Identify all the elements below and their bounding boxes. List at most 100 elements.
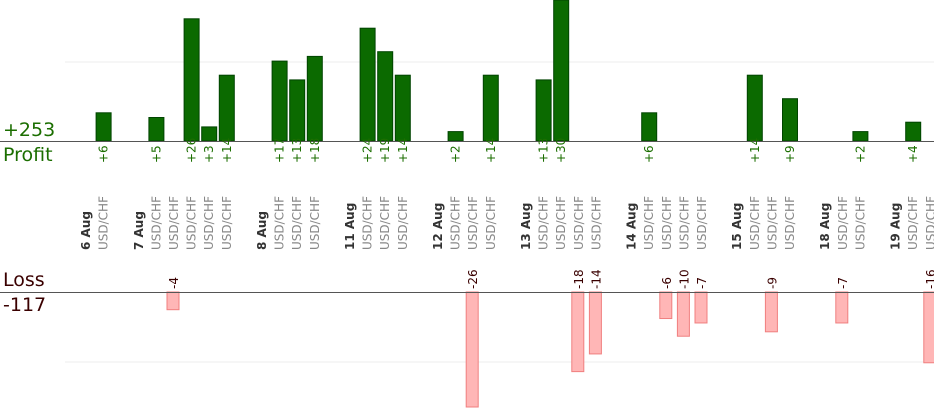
- pair-label: USD/CHF: [924, 196, 934, 250]
- value-labels: +6 +5-4+26 +3 +14 +17 +13 +18 +24 +19 +14 +2-26+14…: [97, 138, 934, 289]
- profit-bar: [148, 117, 165, 142]
- pair-label: USD/CHF: [185, 196, 199, 250]
- profit-value-label: +4: [906, 145, 920, 163]
- pair-label: USD/CHF: [537, 196, 551, 250]
- loss-bar: [588, 291, 602, 355]
- pair-label: USD/CHF: [273, 196, 287, 250]
- loss-value-label: -26: [466, 269, 480, 289]
- profit-bar: [553, 0, 570, 142]
- pair-label: USD/CHF: [308, 196, 322, 250]
- profit-value-label: +24: [361, 138, 375, 163]
- loss-bar: [659, 291, 673, 320]
- pair-label: USD/CHF: [378, 196, 392, 250]
- profit-total: +253: [3, 119, 56, 141]
- pair-label: USD/CHF: [290, 196, 304, 250]
- profit-label: Profit: [3, 144, 53, 166]
- profit-bar: [218, 74, 235, 142]
- loss-value-label: -7: [695, 277, 709, 289]
- date-label: 15 Aug: [730, 203, 744, 250]
- profit-value-label: +17: [273, 138, 287, 163]
- pair-label: USD/CHF: [572, 196, 586, 250]
- profit-bar: [201, 126, 218, 142]
- pair-label: USD/CHF: [361, 196, 375, 250]
- profit-value-label: +18: [308, 138, 322, 163]
- loss-bar: [923, 291, 934, 364]
- date-label: 14 Aug: [625, 203, 639, 250]
- profit-bar: [641, 112, 658, 142]
- loss-bar: [465, 291, 479, 408]
- loss-total: -117: [3, 294, 47, 316]
- profit-bar: [905, 121, 922, 142]
- pair-label: USD/CHF: [853, 196, 867, 250]
- profit-value-label: +19: [378, 138, 392, 163]
- pair-label: USD/CHF: [677, 196, 691, 250]
- loss-value-label: -4: [167, 277, 181, 289]
- profit-bar: [482, 74, 499, 142]
- profit-value-label: +6: [642, 145, 656, 163]
- pair-label: USD/CHF: [783, 196, 797, 250]
- pair-label: USD/CHF: [660, 196, 674, 250]
- pair-label: USD/CHF: [748, 196, 762, 250]
- loss-value-label: -7: [836, 277, 850, 289]
- profit-value-label: +2: [853, 145, 867, 163]
- loss-bar: [764, 291, 778, 333]
- profit-value-label: +30: [554, 138, 568, 163]
- date-label: 18 Aug: [818, 203, 832, 250]
- pair-label: USD/CHF: [97, 196, 111, 250]
- pair-label: USD/CHF: [466, 196, 480, 250]
- profit-bar: [359, 27, 376, 142]
- pair-label: USD/CHF: [836, 196, 850, 250]
- profit-bar: [782, 98, 798, 142]
- profit-value-label: +14: [484, 138, 498, 163]
- profit-bar: [447, 131, 464, 142]
- pair-label: USD/CHF: [695, 196, 709, 250]
- date-label: 12 Aug: [431, 203, 445, 250]
- profit-bar: [394, 74, 411, 142]
- date-label: 13 Aug: [519, 203, 533, 250]
- pair-label: USD/CHF: [167, 196, 181, 250]
- loss-bar: [694, 291, 708, 324]
- profit-value-label: +13: [537, 138, 551, 163]
- profit-value-label: +3: [202, 145, 216, 163]
- date-label: 19 Aug: [889, 203, 903, 250]
- loss-value-label: -14: [589, 269, 603, 289]
- profit-value-label: +14: [220, 138, 234, 163]
- profit-value-label: +5: [149, 145, 163, 163]
- loss-bar: [571, 291, 585, 373]
- pair-label: USD/CHF: [484, 196, 498, 250]
- profit-bar: [852, 131, 869, 142]
- pair-label: USD/CHF: [765, 196, 779, 250]
- date-label: 8 Aug: [255, 211, 269, 250]
- pair-label: USD/CHF: [396, 196, 410, 250]
- profit-bar: [183, 18, 200, 142]
- date-label: 7 Aug: [132, 211, 146, 250]
- profit-value-label: +6: [97, 145, 111, 163]
- profit-bar: [377, 51, 394, 142]
- profit-value-label: +13: [290, 138, 304, 163]
- date-label: 6 Aug: [79, 211, 93, 250]
- profit-value-label: +14: [748, 138, 762, 163]
- profit-value-label: +14: [396, 138, 410, 163]
- profit-value-label: +26: [185, 138, 199, 163]
- pair-label: USD/CHF: [642, 196, 656, 250]
- profit-bar: [289, 79, 306, 142]
- pair-label: USD/CHF: [589, 196, 603, 250]
- loss-value-label: -18: [572, 269, 586, 289]
- loss-value-label: -16: [924, 269, 934, 289]
- profit-bar: [271, 60, 288, 142]
- loss-bars: [166, 291, 934, 408]
- pair-label: USD/CHF: [220, 196, 234, 250]
- profit-value-label: +9: [783, 145, 797, 163]
- loss-value-label: -10: [677, 269, 691, 289]
- category-labels: 6 Aug USD/CHF 7 Aug USD/CHF USD/CHF USD/CHF US…: [79, 196, 934, 250]
- loss-value-label: -9: [765, 277, 779, 289]
- loss-value-label: -6: [660, 277, 674, 289]
- pair-label: USD/CHF: [149, 196, 163, 250]
- date-label: 11 Aug: [343, 203, 357, 250]
- profit-bar: [306, 55, 323, 142]
- profit-bar: [95, 112, 112, 142]
- pair-label: USD/CHF: [202, 196, 216, 250]
- profit-bar: [746, 74, 763, 142]
- pair-label: USD/CHF: [906, 196, 920, 250]
